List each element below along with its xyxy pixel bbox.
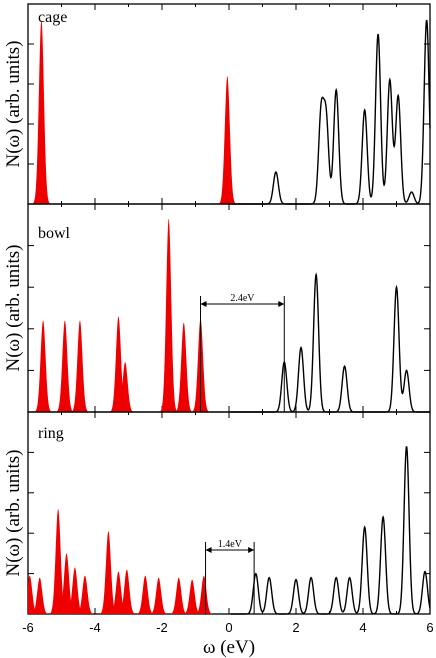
occupied-peak xyxy=(108,571,129,614)
panel-bowl-occupied-states xyxy=(33,218,211,412)
panel-cage-unoccupied-states xyxy=(230,19,431,205)
x-tick-label: -6 xyxy=(22,620,34,635)
occupied-peak xyxy=(64,567,85,614)
occupied-peak xyxy=(182,579,203,614)
panel-bowl-label: bowl xyxy=(38,225,71,242)
occupied-peak xyxy=(116,569,137,614)
occupied-peak xyxy=(115,362,136,412)
x-tick-label: 6 xyxy=(426,620,433,635)
panel-bowl-unoccupied-states xyxy=(230,272,430,413)
occupied-peak xyxy=(28,575,40,614)
panel-cage-label: cage xyxy=(38,9,67,26)
x-tick-label: 2 xyxy=(292,620,299,635)
occupied-peak xyxy=(217,76,238,204)
panel-bowl-gap-label: 2.4eV xyxy=(230,293,255,304)
unoccupied-dos-line xyxy=(230,446,431,615)
y-axis-label-bowl: N(ω) (arb. units) xyxy=(3,245,24,372)
occupied-peak xyxy=(158,218,179,412)
panel-ring-unoccupied-states xyxy=(230,446,431,615)
x-tick-label: -4 xyxy=(89,620,101,635)
occupied-peak xyxy=(98,531,119,614)
panel-bowl-gap: 2.4eV xyxy=(200,293,285,412)
panel-bowl-frame xyxy=(27,203,431,413)
occupied-peak xyxy=(135,575,156,614)
unoccupied-dos-line xyxy=(230,19,431,205)
x-axis-label: ω (eV) xyxy=(203,637,255,658)
panel-bowl-ticks xyxy=(27,204,431,412)
panel-bowl: bowl 2.4eV xyxy=(27,203,431,413)
occupied-peak xyxy=(33,320,54,412)
occupied-peak xyxy=(29,577,50,614)
panel-ring-gap: 1.4eV xyxy=(205,539,255,614)
occupied-peak xyxy=(56,553,77,614)
occupied-peak xyxy=(54,320,75,412)
occupied-peak xyxy=(69,320,90,412)
y-axis-label-cage: N(ω) (arb. units) xyxy=(3,41,24,168)
x-tick-label: 4 xyxy=(359,620,366,635)
panel-cage-occupied-states xyxy=(31,20,238,204)
panel-ring-occupied-states xyxy=(28,508,214,614)
panel-ring-gap-label: 1.4eV xyxy=(218,539,243,550)
occupied-peak xyxy=(31,20,52,204)
occupied-peak xyxy=(48,508,69,614)
occupied-peak xyxy=(193,575,214,614)
y-axis-label-ring: N(ω) (arb. units) xyxy=(3,450,24,577)
gap-arrowhead-right xyxy=(248,547,255,553)
gap-arrowhead-right xyxy=(278,301,285,307)
occupied-peak xyxy=(168,577,189,614)
x-tick-label: 0 xyxy=(225,620,232,635)
panel-ring-ticks xyxy=(27,412,431,614)
occupied-peak xyxy=(74,575,95,614)
gap-arrowhead-left xyxy=(205,547,212,553)
x-tick-labels: -6 -4 -2 0 2 4 6 xyxy=(22,620,433,635)
x-tick-label: -2 xyxy=(156,620,168,635)
unoccupied-dos-line xyxy=(230,272,430,413)
gap-arrowhead-left xyxy=(200,301,207,307)
panel-cage: cage xyxy=(27,3,431,205)
panel-ring-frame xyxy=(27,411,431,615)
panel-ring: ring 1.4eV xyxy=(27,411,431,615)
occupied-peak xyxy=(108,316,129,412)
occupied-peak xyxy=(148,577,169,614)
occupied-peak xyxy=(173,322,194,412)
panel-ring-label: ring xyxy=(38,425,64,442)
